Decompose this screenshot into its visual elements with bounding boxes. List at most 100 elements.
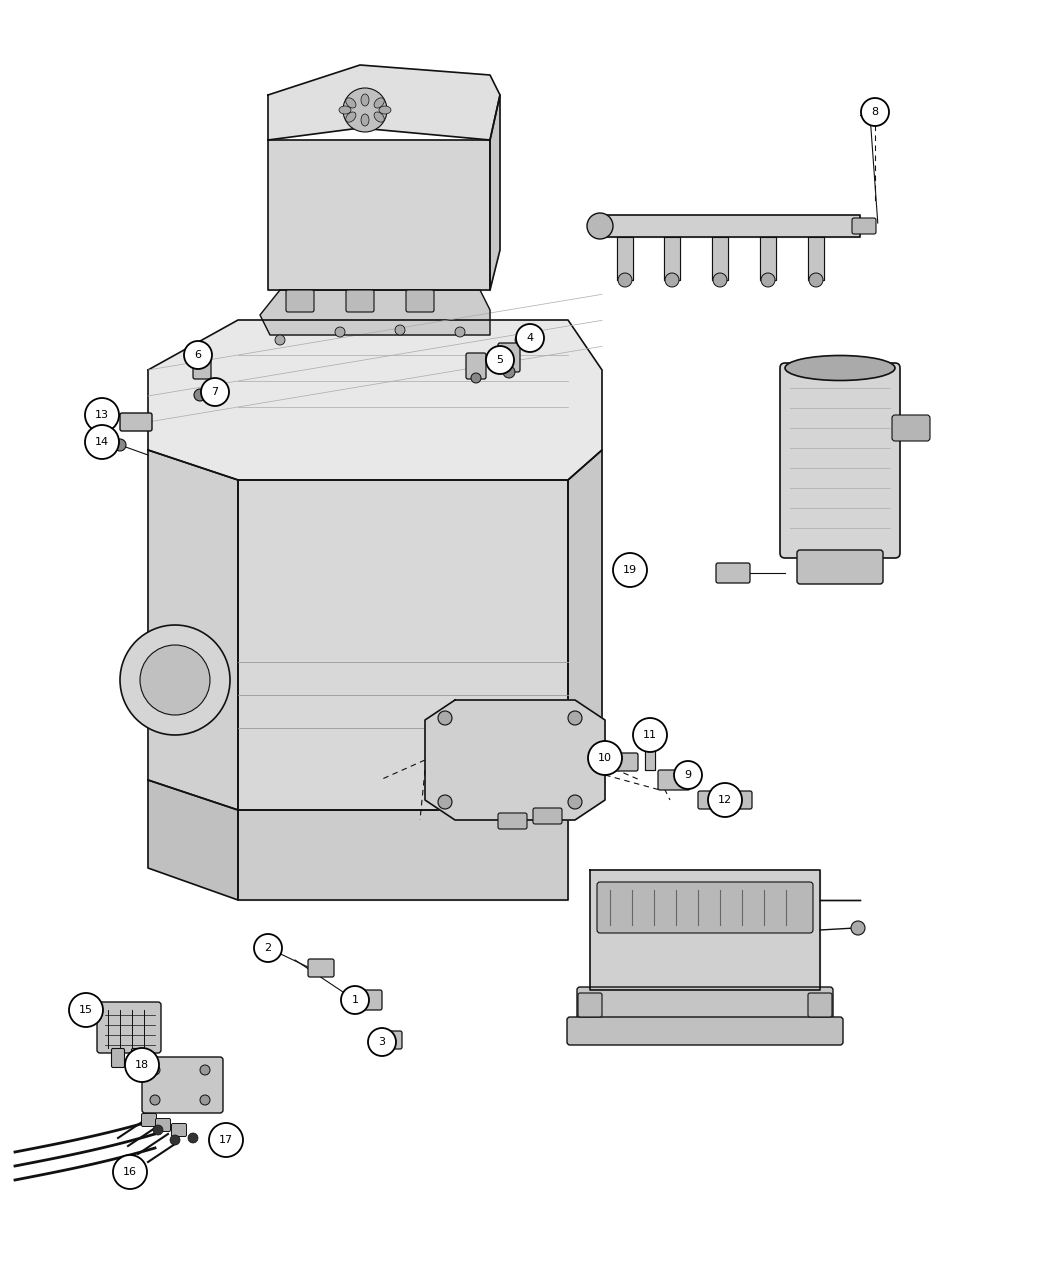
FancyBboxPatch shape bbox=[142, 1057, 223, 1113]
Ellipse shape bbox=[345, 112, 356, 122]
FancyBboxPatch shape bbox=[131, 1048, 145, 1067]
Circle shape bbox=[341, 986, 369, 1014]
Ellipse shape bbox=[361, 94, 369, 106]
Text: 12: 12 bbox=[718, 796, 732, 805]
Circle shape bbox=[114, 439, 126, 451]
Circle shape bbox=[471, 374, 481, 382]
Circle shape bbox=[861, 98, 889, 126]
Circle shape bbox=[69, 993, 103, 1026]
Circle shape bbox=[343, 88, 387, 133]
Polygon shape bbox=[268, 140, 490, 289]
Circle shape bbox=[153, 1125, 163, 1135]
Circle shape bbox=[275, 335, 285, 346]
Circle shape bbox=[438, 711, 452, 725]
Circle shape bbox=[613, 553, 647, 586]
Polygon shape bbox=[590, 870, 820, 989]
Text: 13: 13 bbox=[94, 411, 109, 419]
Circle shape bbox=[486, 346, 514, 374]
FancyBboxPatch shape bbox=[498, 813, 527, 829]
Text: 15: 15 bbox=[79, 1005, 93, 1015]
Circle shape bbox=[588, 741, 622, 775]
FancyBboxPatch shape bbox=[852, 218, 876, 235]
Circle shape bbox=[850, 921, 865, 935]
Circle shape bbox=[587, 213, 613, 238]
Circle shape bbox=[170, 1135, 180, 1145]
Text: 11: 11 bbox=[643, 731, 657, 739]
FancyBboxPatch shape bbox=[466, 353, 486, 379]
Polygon shape bbox=[268, 65, 500, 140]
Polygon shape bbox=[645, 740, 655, 770]
Text: 6: 6 bbox=[194, 351, 202, 360]
Text: 8: 8 bbox=[872, 107, 879, 117]
Circle shape bbox=[188, 1133, 198, 1142]
Circle shape bbox=[150, 1095, 160, 1105]
Ellipse shape bbox=[379, 106, 391, 113]
Polygon shape bbox=[148, 450, 238, 810]
FancyBboxPatch shape bbox=[111, 1048, 125, 1067]
Polygon shape bbox=[808, 237, 824, 280]
Text: 17: 17 bbox=[219, 1135, 233, 1145]
FancyBboxPatch shape bbox=[533, 808, 562, 824]
Circle shape bbox=[184, 340, 212, 368]
Circle shape bbox=[200, 1095, 210, 1105]
Circle shape bbox=[568, 796, 582, 810]
Text: 14: 14 bbox=[94, 437, 109, 448]
FancyBboxPatch shape bbox=[567, 1017, 843, 1046]
Polygon shape bbox=[490, 96, 500, 289]
Circle shape bbox=[438, 796, 452, 810]
Text: 5: 5 bbox=[497, 354, 504, 365]
Circle shape bbox=[194, 389, 206, 402]
Circle shape bbox=[713, 273, 727, 287]
Circle shape bbox=[503, 366, 514, 377]
Circle shape bbox=[113, 1155, 147, 1190]
Circle shape bbox=[200, 1065, 210, 1075]
Circle shape bbox=[85, 398, 119, 432]
Circle shape bbox=[368, 1028, 396, 1056]
FancyBboxPatch shape bbox=[286, 289, 314, 312]
Text: 1: 1 bbox=[352, 994, 358, 1005]
Circle shape bbox=[643, 725, 657, 739]
FancyBboxPatch shape bbox=[797, 550, 883, 584]
Text: 3: 3 bbox=[378, 1037, 385, 1047]
Circle shape bbox=[516, 324, 544, 352]
FancyBboxPatch shape bbox=[606, 754, 638, 771]
Circle shape bbox=[150, 1065, 160, 1075]
Polygon shape bbox=[238, 810, 568, 900]
Text: 9: 9 bbox=[685, 770, 692, 780]
Circle shape bbox=[674, 761, 702, 789]
Circle shape bbox=[201, 377, 229, 405]
Ellipse shape bbox=[374, 98, 384, 108]
Text: 4: 4 bbox=[526, 333, 533, 343]
FancyBboxPatch shape bbox=[376, 1031, 402, 1049]
Circle shape bbox=[665, 273, 679, 287]
Text: 16: 16 bbox=[123, 1167, 136, 1177]
FancyBboxPatch shape bbox=[892, 414, 930, 441]
FancyBboxPatch shape bbox=[498, 343, 520, 372]
Ellipse shape bbox=[785, 356, 895, 380]
Text: 10: 10 bbox=[598, 754, 612, 762]
Circle shape bbox=[708, 783, 742, 817]
Ellipse shape bbox=[374, 112, 384, 122]
Circle shape bbox=[455, 326, 465, 337]
FancyBboxPatch shape bbox=[97, 1002, 161, 1053]
Text: 7: 7 bbox=[211, 388, 218, 397]
FancyBboxPatch shape bbox=[346, 289, 374, 312]
Circle shape bbox=[335, 326, 345, 337]
Circle shape bbox=[395, 325, 405, 335]
Text: 2: 2 bbox=[265, 944, 272, 952]
FancyBboxPatch shape bbox=[353, 989, 382, 1010]
Circle shape bbox=[633, 718, 667, 752]
Polygon shape bbox=[238, 479, 568, 810]
Ellipse shape bbox=[345, 98, 356, 108]
Polygon shape bbox=[260, 289, 490, 335]
Polygon shape bbox=[568, 450, 602, 810]
Circle shape bbox=[254, 935, 282, 963]
FancyBboxPatch shape bbox=[808, 993, 832, 1017]
FancyBboxPatch shape bbox=[142, 1113, 156, 1127]
FancyBboxPatch shape bbox=[780, 363, 900, 558]
Circle shape bbox=[808, 273, 823, 287]
Text: 19: 19 bbox=[623, 565, 637, 575]
Polygon shape bbox=[425, 700, 605, 820]
FancyBboxPatch shape bbox=[597, 882, 813, 933]
Polygon shape bbox=[595, 215, 860, 237]
